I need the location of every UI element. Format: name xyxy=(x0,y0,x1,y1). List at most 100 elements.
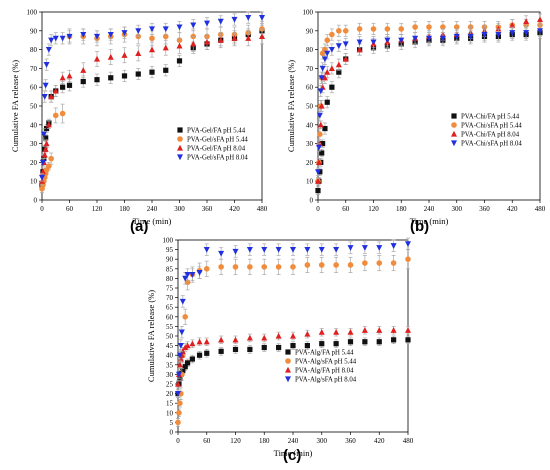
panel-a-x-tick-label: 360 xyxy=(202,205,213,213)
data-point xyxy=(175,380,181,387)
data-point xyxy=(290,343,296,349)
data-point xyxy=(523,30,530,36)
data-point xyxy=(467,33,474,40)
data-point xyxy=(182,275,189,282)
panel-b-x-tick-label: 420 xyxy=(507,205,518,213)
panel-b-y-tick-label: 70 xyxy=(306,65,314,73)
panel-b-y-tick-label: 80 xyxy=(306,46,314,54)
data-point xyxy=(182,364,188,370)
panel-c-y-tick-label: 15 xyxy=(166,400,174,408)
data-point xyxy=(66,72,73,79)
data-point xyxy=(481,31,488,38)
panel-a-x-axis-label: Time (min) xyxy=(133,216,172,226)
data-point xyxy=(318,75,325,81)
panel-b-y-tick-label: 40 xyxy=(306,121,314,129)
data-point xyxy=(304,247,311,253)
panel-b-y-axis-label: Cumulative FA release (%) xyxy=(286,60,296,152)
data-point xyxy=(60,84,66,90)
panel-c-series-red xyxy=(175,326,411,389)
data-point xyxy=(324,37,331,43)
panel-c-y-tick-label: 65 xyxy=(166,304,174,312)
legend-marker xyxy=(451,140,457,147)
data-point xyxy=(196,352,203,358)
panel-b-x-tick-label: 480 xyxy=(535,205,546,213)
data-point xyxy=(347,262,354,268)
legend-marker xyxy=(451,122,457,128)
panel-c-x-axis-label: Time (min) xyxy=(274,448,313,458)
data-point xyxy=(204,350,210,356)
data-point xyxy=(537,16,543,23)
panel-c-y-tick-label: 80 xyxy=(166,275,174,283)
data-point xyxy=(162,44,169,51)
panel-b-x-tick-label: 60 xyxy=(342,205,350,213)
panel-b-x-tick-label: 360 xyxy=(479,205,490,213)
data-point xyxy=(176,58,183,64)
data-point xyxy=(261,344,267,351)
panel-c-y-tick-label: 5 xyxy=(170,419,174,427)
panel-c-y-tick-label: 100 xyxy=(163,237,174,245)
panel-a-x-tick-label: 60 xyxy=(66,205,74,213)
data-point xyxy=(245,15,252,21)
panel-c-y-tick-label: 40 xyxy=(166,352,174,360)
data-point xyxy=(189,271,196,278)
data-point xyxy=(319,341,325,347)
data-point xyxy=(94,77,100,83)
data-point xyxy=(315,169,321,175)
legend-label: PVA-Alg/FA pH 8.04 xyxy=(295,368,354,375)
data-point xyxy=(319,150,325,156)
data-point xyxy=(315,188,321,194)
data-point xyxy=(176,352,183,359)
data-point xyxy=(177,343,184,349)
data-point xyxy=(121,30,128,36)
panel-b-y-tick-label: 100 xyxy=(303,9,314,17)
legend-marker xyxy=(451,130,457,137)
data-point xyxy=(184,360,191,366)
data-point xyxy=(231,16,238,23)
data-point xyxy=(412,24,418,30)
data-point xyxy=(149,26,155,33)
legend-label: PVA-Chi/sFA pH 8.04 xyxy=(461,141,522,148)
data-point xyxy=(328,47,335,53)
panel-c-y-tick-label: 75 xyxy=(166,285,174,293)
data-point xyxy=(80,78,86,85)
data-point xyxy=(196,270,203,276)
data-point xyxy=(321,74,328,81)
panel-a-y-tick-label: 100 xyxy=(27,9,38,17)
panel-c-y-tick-label: 20 xyxy=(166,390,174,398)
data-point xyxy=(218,348,224,354)
data-point xyxy=(261,247,268,253)
data-point xyxy=(336,69,342,75)
data-point xyxy=(41,151,48,158)
panel-c-y-axis-label: Cumulative FA release (%) xyxy=(146,290,156,382)
data-point xyxy=(405,241,411,248)
panel-c-x-tick-label: 300 xyxy=(317,437,328,445)
panel-a-series-red xyxy=(39,28,265,186)
panel-a-x-tick-label: 480 xyxy=(257,205,268,213)
data-point xyxy=(43,62,50,68)
data-point xyxy=(329,84,335,90)
data-point xyxy=(391,337,397,343)
data-point xyxy=(304,343,310,349)
data-point xyxy=(59,110,66,117)
data-point xyxy=(333,341,339,347)
data-point xyxy=(261,264,268,270)
data-point xyxy=(290,332,296,339)
data-point xyxy=(180,367,186,374)
data-point xyxy=(412,35,419,42)
data-point xyxy=(495,31,502,38)
data-point xyxy=(121,52,128,58)
data-point xyxy=(94,33,100,40)
panel-c-y-tick-label: 45 xyxy=(166,342,174,350)
panel-a-y-tick-label: 20 xyxy=(30,159,38,167)
data-point xyxy=(347,339,354,345)
data-point xyxy=(398,37,405,44)
data-point xyxy=(317,88,324,95)
legend-marker xyxy=(177,136,183,142)
data-point xyxy=(523,18,530,24)
data-point xyxy=(304,330,311,337)
data-point xyxy=(439,35,446,42)
panel-b-y-tick-label: 60 xyxy=(306,84,314,92)
data-point xyxy=(390,243,397,249)
data-point xyxy=(316,112,323,119)
